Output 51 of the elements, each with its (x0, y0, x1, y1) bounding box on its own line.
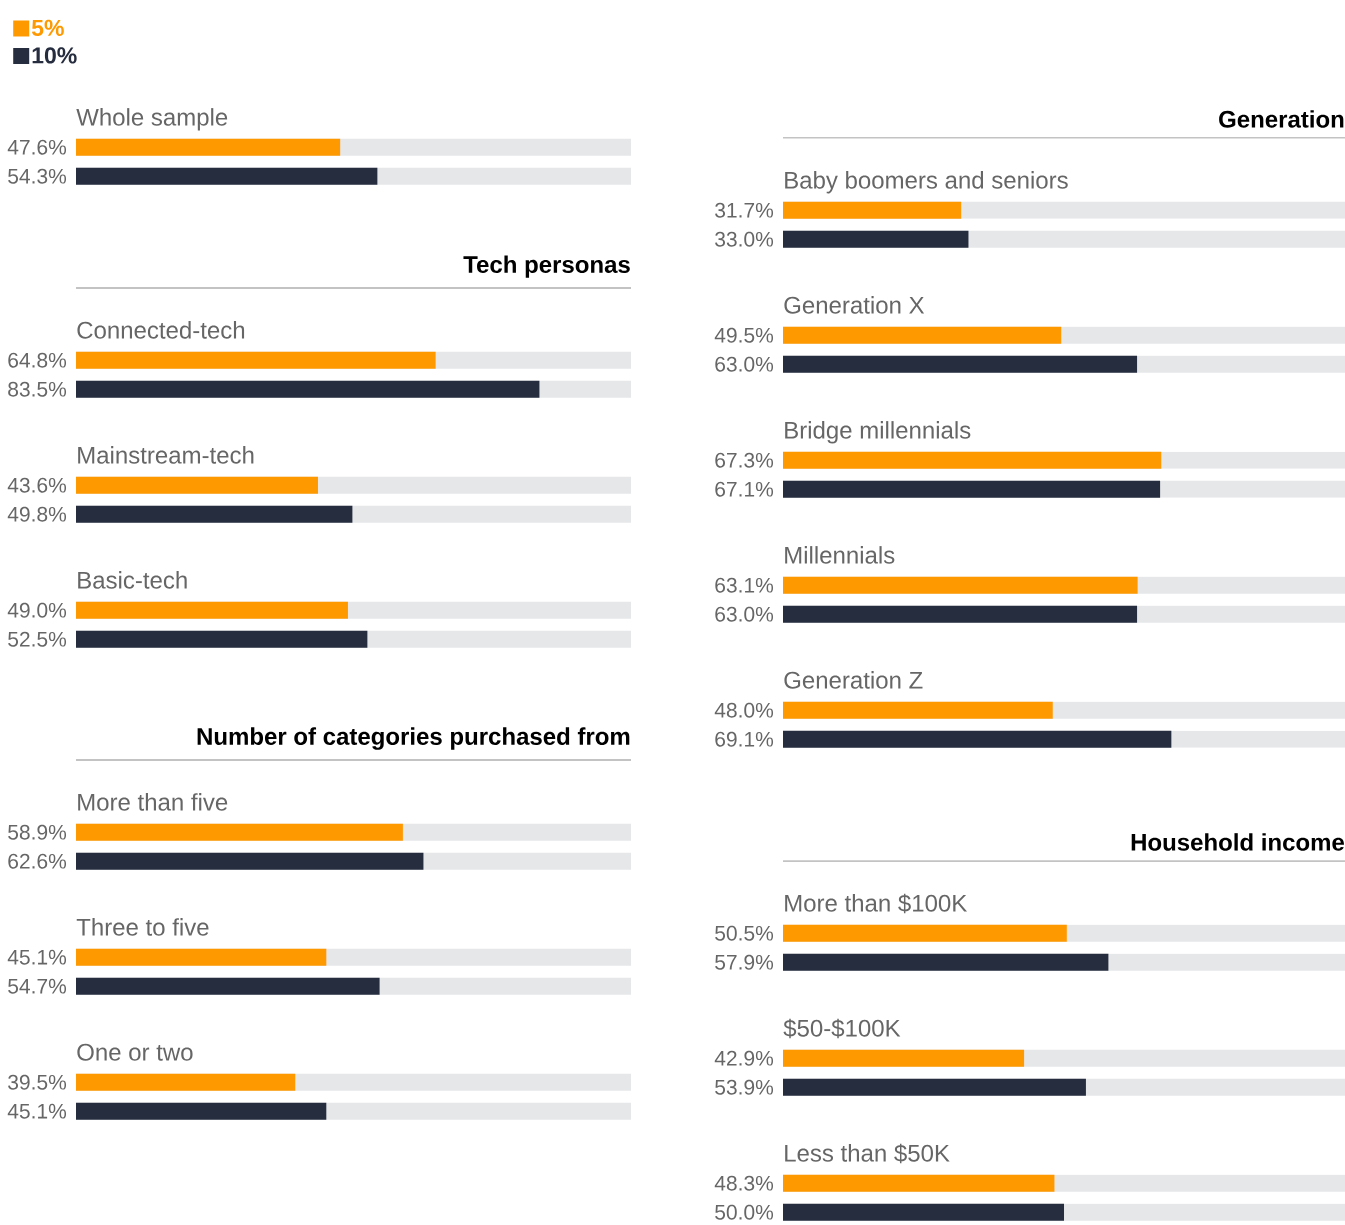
chart-title: Tech personas (463, 255, 630, 278)
data-label: 54.7% (8, 978, 67, 994)
data-label: 67.3% (715, 452, 774, 468)
data-label: 53.9% (715, 1079, 774, 1095)
y-tick-label: Mainstream-tech (78, 446, 254, 464)
y-tick-label: Less than $50K (785, 1143, 950, 1164)
data-label: 45.1% (7, 949, 67, 965)
data-label: 58.9% (8, 824, 67, 840)
y-tick-label: Baby boomers and seniors (785, 171, 1068, 194)
data-label: 31.7% (715, 202, 774, 218)
chart-title: Number of categories purchased from (197, 727, 630, 750)
y-tick-label: Basic-tech (78, 571, 187, 589)
data-label: 63.1% (715, 577, 774, 593)
data-label: 48.0% (714, 702, 774, 718)
data-label: 50.0% (715, 1204, 774, 1220)
y-tick-label: Bridge millennials (785, 421, 971, 444)
data-label: 67.1% (715, 481, 774, 497)
data-label: 83.5% (8, 381, 67, 397)
y-tick-label: More than $100K (785, 893, 968, 914)
data-label: 48.3% (714, 1175, 774, 1191)
data-label: 47.6% (7, 139, 67, 155)
data-label: 42.9% (714, 1050, 774, 1066)
y-tick-label: Generation X (784, 296, 925, 314)
data-label: 39.5% (8, 1074, 67, 1090)
y-tick-label: Connected-tech (77, 321, 245, 339)
data-label: 57.9% (715, 954, 774, 970)
legend-label: 10% (32, 47, 77, 64)
data-label: 49.0% (7, 602, 67, 618)
data-label: 54.3% (8, 168, 67, 184)
data-label: 50.5% (715, 925, 774, 941)
chart-title: Household income (1131, 833, 1344, 851)
data-label: 49.5% (714, 327, 774, 343)
y-tick-label: More than five (78, 793, 228, 811)
data-label: 45.1% (7, 1103, 67, 1119)
y-tick-label: $50-$100K (783, 1018, 901, 1039)
data-label: 64.8% (8, 352, 67, 368)
y-tick-label: One or two (77, 1043, 193, 1061)
data-label: 62.6% (8, 853, 67, 869)
legend-label: 5% (31, 19, 64, 36)
data-label: 63.0% (715, 356, 774, 372)
data-label: 49.8% (7, 506, 67, 522)
y-tick-label: Three to five (76, 918, 209, 936)
data-label: 52.5% (8, 631, 67, 647)
y-tick-label: Whole sample (76, 108, 228, 131)
y-tick-label: Generation Z (784, 671, 923, 689)
y-tick-label: Millennials (785, 546, 895, 564)
data-label: 33.0% (715, 231, 774, 247)
data-label: 69.1% (715, 731, 774, 747)
data-label: 43.6% (7, 477, 67, 493)
chart-title: Generation (1219, 110, 1344, 128)
data-label: 63.0% (715, 606, 774, 622)
